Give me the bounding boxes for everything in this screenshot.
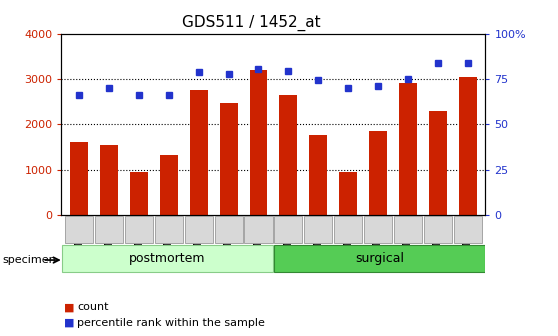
- FancyBboxPatch shape: [65, 216, 93, 243]
- FancyBboxPatch shape: [274, 245, 485, 272]
- FancyBboxPatch shape: [304, 216, 332, 243]
- FancyBboxPatch shape: [185, 216, 213, 243]
- FancyBboxPatch shape: [95, 216, 123, 243]
- Text: ■: ■: [64, 318, 75, 328]
- Bar: [100, 145, 118, 215]
- Text: postmortem: postmortem: [129, 252, 206, 265]
- Bar: [309, 135, 327, 215]
- FancyBboxPatch shape: [155, 216, 183, 243]
- Bar: [459, 77, 477, 215]
- Bar: [220, 102, 238, 215]
- Bar: [249, 70, 267, 215]
- Bar: [70, 142, 88, 215]
- Text: count: count: [77, 302, 108, 312]
- Bar: [399, 83, 417, 215]
- Bar: [190, 90, 208, 215]
- FancyBboxPatch shape: [454, 216, 482, 243]
- Bar: [160, 155, 178, 215]
- Text: surgical: surgical: [355, 252, 404, 265]
- Bar: [339, 172, 357, 215]
- FancyBboxPatch shape: [125, 216, 153, 243]
- FancyBboxPatch shape: [275, 216, 302, 243]
- Bar: [130, 172, 148, 215]
- FancyBboxPatch shape: [244, 216, 272, 243]
- FancyBboxPatch shape: [394, 216, 422, 243]
- FancyBboxPatch shape: [62, 245, 273, 272]
- FancyBboxPatch shape: [215, 216, 243, 243]
- FancyBboxPatch shape: [364, 216, 392, 243]
- FancyBboxPatch shape: [424, 216, 452, 243]
- Text: GDS511 / 1452_at: GDS511 / 1452_at: [182, 15, 320, 31]
- Bar: [429, 111, 446, 215]
- Text: percentile rank within the sample: percentile rank within the sample: [77, 318, 265, 328]
- Bar: [280, 95, 297, 215]
- FancyBboxPatch shape: [334, 216, 362, 243]
- Bar: [369, 131, 387, 215]
- Text: ■: ■: [64, 302, 75, 312]
- Text: specimen: specimen: [3, 255, 56, 265]
